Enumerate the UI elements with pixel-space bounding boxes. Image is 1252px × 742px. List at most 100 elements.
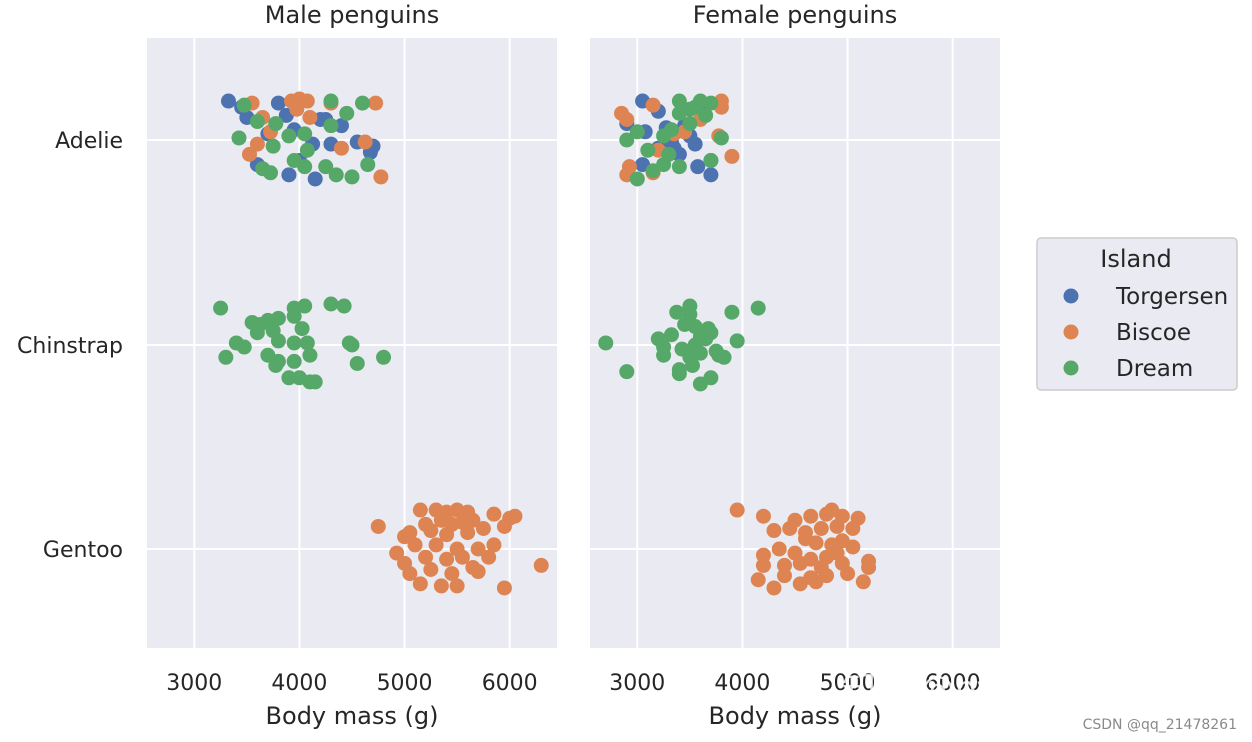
point-dream [281, 370, 297, 386]
point-dream [323, 118, 339, 134]
point-dream [297, 126, 313, 142]
point-dream [336, 298, 352, 314]
point-biscoe [475, 521, 491, 536]
point-biscoe [299, 93, 315, 109]
point-dream [294, 321, 310, 337]
point-dream [698, 107, 714, 123]
legend: Island Torgersen Biscoe Dream [1036, 237, 1238, 391]
point-dream [299, 335, 315, 351]
point-dream [323, 296, 339, 312]
point-dream [750, 300, 766, 316]
point-dream [249, 114, 265, 130]
point-biscoe [750, 572, 766, 588]
point-biscoe [289, 101, 305, 117]
point-dream [265, 138, 281, 154]
point-dream [685, 358, 700, 373]
point-dream [213, 300, 229, 316]
point-dream [656, 347, 672, 363]
panel-female: Female penguins 3000 4000 5000 6000 Body ma… [590, 1, 1000, 730]
point-biscoe [782, 521, 798, 536]
point-biscoe [829, 518, 845, 534]
point-dream [344, 337, 360, 353]
point-dream [268, 116, 284, 132]
point-biscoe [766, 580, 782, 596]
point-dream [619, 364, 635, 380]
point-dream [286, 308, 302, 324]
point-biscoe [242, 146, 257, 162]
point-dream [640, 142, 656, 158]
point-dream [236, 97, 252, 113]
point-dream [270, 310, 286, 326]
legend-marker [1063, 324, 1079, 340]
point-dream [252, 317, 268, 332]
point-torgersen [281, 167, 297, 183]
point-biscoe [412, 502, 428, 518]
point-dream [671, 105, 687, 121]
point-dream [360, 157, 376, 173]
point-biscoe [755, 557, 771, 573]
point-biscoe [771, 541, 787, 557]
point-dream [671, 159, 687, 175]
point-biscoe [803, 508, 819, 524]
point-biscoe [423, 523, 439, 539]
x-tick-label: 4000 [714, 671, 770, 696]
point-dream [692, 376, 708, 392]
point-biscoe [486, 537, 502, 553]
point-biscoe [755, 547, 771, 563]
point-dream [619, 132, 635, 148]
point-biscoe [370, 518, 386, 534]
point-biscoe [619, 112, 635, 127]
point-dream [318, 159, 334, 175]
point-biscoe [813, 521, 829, 536]
point-biscoe [861, 559, 877, 575]
point-dream [663, 327, 679, 343]
point-dream [703, 95, 719, 111]
panel-title: Male penguins [265, 1, 440, 29]
point-biscoe [302, 109, 318, 125]
point-dream [231, 130, 247, 146]
watermark: 知乎 @python生物人 CSDN @qq_21478261 [842, 669, 1237, 733]
point-biscoe [465, 512, 481, 528]
point-biscoe [486, 506, 502, 522]
x-tick-label: 6000 [482, 671, 538, 696]
legend-label: Biscoe [1116, 320, 1191, 346]
y-tick-label: Chinstrap [17, 334, 123, 359]
point-biscoe [776, 568, 792, 584]
marks [213, 91, 549, 596]
point-biscoe [454, 549, 470, 565]
legend-label: Dream [1116, 356, 1193, 382]
y-tick-label: Adelie [55, 129, 123, 154]
point-torgersen [333, 118, 349, 134]
point-dream [713, 130, 729, 146]
point-biscoe [470, 541, 486, 557]
point-biscoe [855, 574, 871, 590]
point-biscoe [792, 555, 808, 571]
point-biscoe [845, 539, 861, 555]
panel-title: Female penguins [693, 1, 897, 29]
marks [598, 93, 877, 596]
point-biscoe [776, 557, 792, 573]
point-dream [703, 153, 719, 168]
point-dream [698, 331, 714, 347]
legend-label: Torgersen [1115, 284, 1228, 310]
point-dream [711, 347, 727, 363]
point-dream [270, 333, 286, 349]
x-tick-labels: 3000 4000 5000 6000 [609, 671, 980, 696]
point-biscoe [755, 508, 771, 524]
point-dream [729, 333, 745, 349]
point-dream [302, 347, 318, 363]
point-dream [663, 122, 679, 138]
point-biscoe [439, 527, 455, 543]
point-biscoe [402, 525, 418, 541]
point-biscoe [389, 545, 405, 561]
point-biscoe [412, 576, 428, 592]
point-biscoe [845, 521, 861, 536]
point-dream [598, 335, 614, 351]
point-torgersen [690, 159, 706, 175]
point-biscoe [460, 525, 476, 541]
point-dream [629, 124, 645, 140]
point-dream [236, 339, 252, 355]
point-biscoe [418, 549, 434, 565]
point-biscoe [433, 578, 449, 594]
